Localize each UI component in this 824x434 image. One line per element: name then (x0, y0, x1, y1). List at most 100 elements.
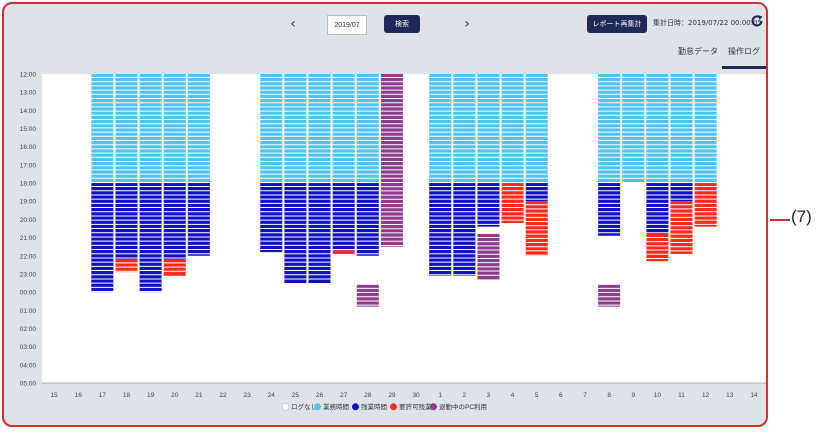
x-tick-label: 5 (535, 392, 539, 399)
tab-operation-log[interactable]: 操作ログ (722, 46, 766, 69)
bar-segment (646, 233, 669, 262)
callout-line (770, 219, 790, 221)
bar-segment (187, 74, 210, 184)
aggregated-at-text: 集計日時：2019/07/22 00:00:05 (653, 19, 763, 27)
bar-segment (477, 74, 500, 184)
y-tick-label: 01:00 (20, 308, 37, 315)
bar-segment (453, 183, 476, 276)
legend-marker (281, 402, 290, 411)
x-tick-label: 29 (388, 392, 396, 399)
x-tick-label: 2 (463, 392, 467, 399)
bar-segment (139, 74, 162, 184)
operation-log-chart: 12:00 13:00 14:00 15:00 16:00 17:00 18:00 19:00… (20, 72, 766, 411)
x-tick-label: 16 (75, 392, 83, 399)
x-tick-label: 8 (607, 392, 611, 399)
bar-segment (332, 250, 355, 254)
bar-segment (356, 74, 379, 184)
month-input[interactable] (327, 15, 367, 35)
bar-segment (646, 183, 669, 234)
x-tick-label: 18 (123, 392, 131, 399)
x-tick-label: 17 (99, 392, 107, 399)
x-tick-label: 21 (195, 392, 203, 399)
bar-segment (477, 233, 500, 280)
y-tick-label: 18:00 (20, 181, 37, 188)
y-tick-label: 12:00 (20, 72, 37, 79)
bar-segment (332, 74, 355, 184)
x-tick-label: 6 (559, 392, 563, 399)
bar-segment (670, 74, 693, 184)
bar-segment (115, 74, 138, 184)
tab-attendance-data[interactable]: 勤怠データ (678, 47, 718, 56)
bar-segment (453, 74, 476, 184)
legend-marker (352, 403, 359, 411)
bar-segment (115, 183, 138, 260)
bar-segment (139, 183, 162, 293)
x-tick-label: 4 (511, 392, 515, 399)
legend-marker (430, 403, 437, 411)
recalc-report-button[interactable]: レポート再集計 (587, 15, 647, 33)
legend-label: 業務時間 (323, 402, 349, 411)
y-tick-label: 22:00 (20, 253, 37, 260)
bar-segment (356, 183, 379, 256)
bar-segment (332, 183, 355, 251)
y-tick-label: 19:00 (20, 199, 37, 206)
bar-segment (91, 74, 114, 184)
bar-segment (284, 74, 307, 184)
legend-label: ログなし (291, 402, 317, 411)
y-tick-label: 14:00 (20, 108, 37, 115)
x-tick-label: 14 (750, 392, 758, 399)
callout-label: (7) (791, 207, 812, 226)
plot-area (42, 74, 766, 383)
prev-month-button[interactable]: ‹ (290, 16, 296, 32)
bar-segment (308, 74, 331, 184)
bar-segment (670, 201, 693, 254)
search-button[interactable]: 検索 (384, 15, 420, 33)
x-tick-label: 20 (171, 392, 179, 399)
x-tick-label: 25 (292, 392, 300, 399)
bar-segment (260, 183, 283, 253)
y-tick-label: 04:00 (20, 362, 37, 369)
x-tick-label: 30 (412, 392, 420, 399)
x-tick-label: 11 (678, 392, 685, 399)
report-panel: 12:00 13:00 14:00 15:00 16:00 17:00 18:00 19:00… (2, 2, 768, 427)
y-tick-label: 05:00 (20, 381, 37, 388)
refresh-icon[interactable] (750, 14, 764, 28)
next-month-button[interactable]: › (464, 16, 470, 32)
bar-segment (163, 74, 186, 184)
x-tick-label: 13 (726, 392, 734, 399)
bar-segment (429, 74, 452, 184)
x-tick-label: 15 (50, 392, 58, 399)
bar-segment (187, 183, 210, 256)
legend-label: 要許可残業 (399, 402, 432, 411)
y-tick-label: 23:00 (20, 271, 37, 278)
bar-segment (501, 74, 524, 184)
x-tick-label: 7 (583, 392, 587, 399)
y-tick-label: 15:00 (20, 126, 37, 133)
x-tick-label: 26 (316, 392, 324, 399)
bar-segment (694, 74, 717, 184)
legend-marker (314, 403, 321, 411)
x-tick-label: 1 (438, 392, 442, 399)
y-tick-label: 16:00 (20, 144, 37, 151)
bar-segment (429, 183, 452, 276)
y-tick-label: 20:00 (20, 217, 37, 224)
bar-segment (525, 183, 548, 202)
x-tick-label: 23 (244, 392, 252, 399)
legend-label: 退勤中のPC利用 (439, 402, 487, 411)
x-tick-label: 24 (268, 392, 276, 399)
x-tick-label: 28 (364, 392, 372, 399)
x-tick-label: 19 (147, 392, 155, 399)
y-tick-label: 02:00 (20, 326, 37, 333)
bar-segment (622, 74, 645, 184)
bar-segment (598, 74, 621, 184)
bar-segment (525, 74, 548, 184)
bar-segment (260, 74, 283, 184)
y-tick-label: 17:00 (20, 162, 37, 169)
x-tick-label: 10 (654, 392, 662, 399)
bar-segment (670, 183, 693, 202)
bar-segment (646, 74, 669, 184)
legend-marker (390, 403, 397, 411)
legend-label: 残業時間 (361, 402, 387, 411)
x-tick-label: 9 (631, 392, 635, 399)
y-tick-label: 03:00 (20, 344, 37, 351)
